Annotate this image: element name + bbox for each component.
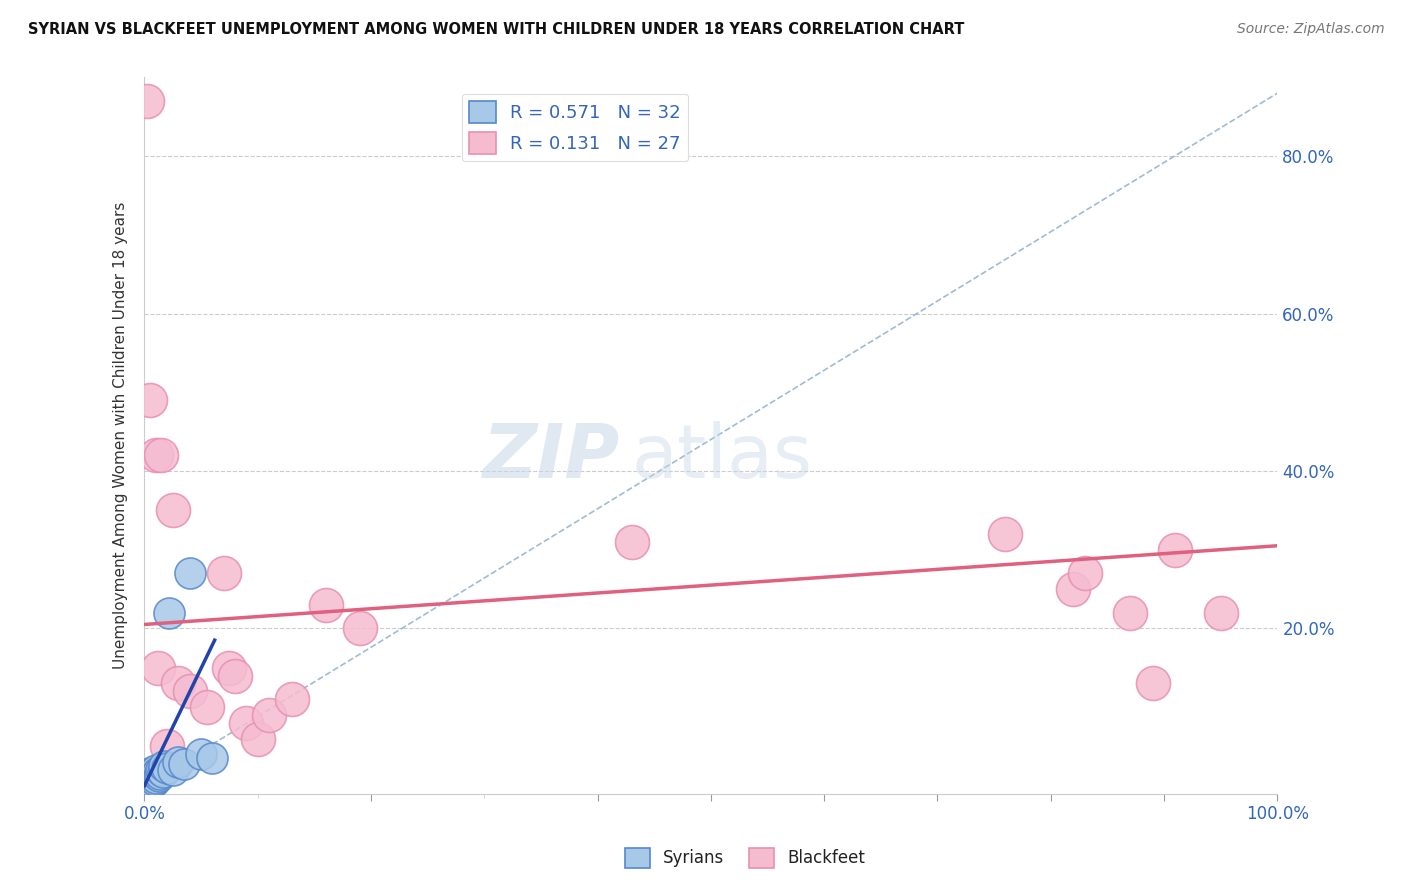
Point <box>136 777 159 791</box>
Point <box>134 771 156 785</box>
Point <box>1209 606 1232 620</box>
Point <box>257 708 280 723</box>
Point <box>134 775 156 789</box>
Point <box>146 661 169 675</box>
Point <box>195 700 218 714</box>
Point <box>224 668 246 682</box>
Point <box>150 763 173 777</box>
Point <box>235 715 257 730</box>
Legend: R = 0.571   N = 32, R = 0.131   N = 27: R = 0.571 N = 32, R = 0.131 N = 27 <box>461 94 688 161</box>
Text: SYRIAN VS BLACKFEET UNEMPLOYMENT AMONG WOMEN WITH CHILDREN UNDER 18 YEARS CORREL: SYRIAN VS BLACKFEET UNEMPLOYMENT AMONG W… <box>28 22 965 37</box>
Point <box>156 762 179 776</box>
Point <box>1119 606 1142 620</box>
Point <box>145 763 167 777</box>
Point <box>190 747 212 762</box>
Point <box>138 775 160 789</box>
Point <box>157 606 180 620</box>
Point <box>139 771 162 785</box>
Point <box>1142 676 1164 690</box>
Point <box>142 775 165 789</box>
Point <box>150 448 173 462</box>
Point <box>156 739 179 754</box>
Point <box>620 534 643 549</box>
Point <box>167 676 190 690</box>
Point <box>146 767 169 781</box>
Point <box>135 94 157 108</box>
Point <box>162 763 184 777</box>
Point <box>143 773 166 788</box>
Point <box>141 764 163 779</box>
Point <box>148 769 170 783</box>
Point <box>212 566 235 581</box>
Point <box>152 764 174 779</box>
Point <box>201 751 224 765</box>
Text: atlas: atlas <box>631 420 813 493</box>
Point <box>139 393 162 408</box>
Point <box>146 764 169 779</box>
Y-axis label: Unemployment Among Women with Children Under 18 years: Unemployment Among Women with Children U… <box>114 202 128 669</box>
Text: Source: ZipAtlas.com: Source: ZipAtlas.com <box>1237 22 1385 37</box>
Point <box>218 661 240 675</box>
Point <box>349 621 371 635</box>
Point <box>246 731 269 746</box>
Point <box>173 756 195 771</box>
Point <box>179 684 201 698</box>
Point <box>139 777 162 791</box>
Point <box>141 772 163 787</box>
Text: ZIP: ZIP <box>484 420 620 493</box>
Point <box>142 769 165 783</box>
Point <box>994 527 1017 541</box>
Legend: Syrians, Blackfeet: Syrians, Blackfeet <box>619 841 872 875</box>
Point <box>1062 582 1084 596</box>
Point <box>136 772 159 787</box>
Point <box>1074 566 1097 581</box>
Point <box>162 503 184 517</box>
Point <box>280 692 302 706</box>
Point <box>145 771 167 785</box>
Point <box>141 775 163 789</box>
Point <box>149 767 172 781</box>
Point <box>167 755 190 769</box>
Point <box>1164 542 1187 557</box>
Point <box>145 448 167 462</box>
Point <box>152 759 174 773</box>
Point <box>134 779 156 793</box>
Point <box>179 566 201 581</box>
Point <box>315 598 337 612</box>
Point <box>141 767 163 781</box>
